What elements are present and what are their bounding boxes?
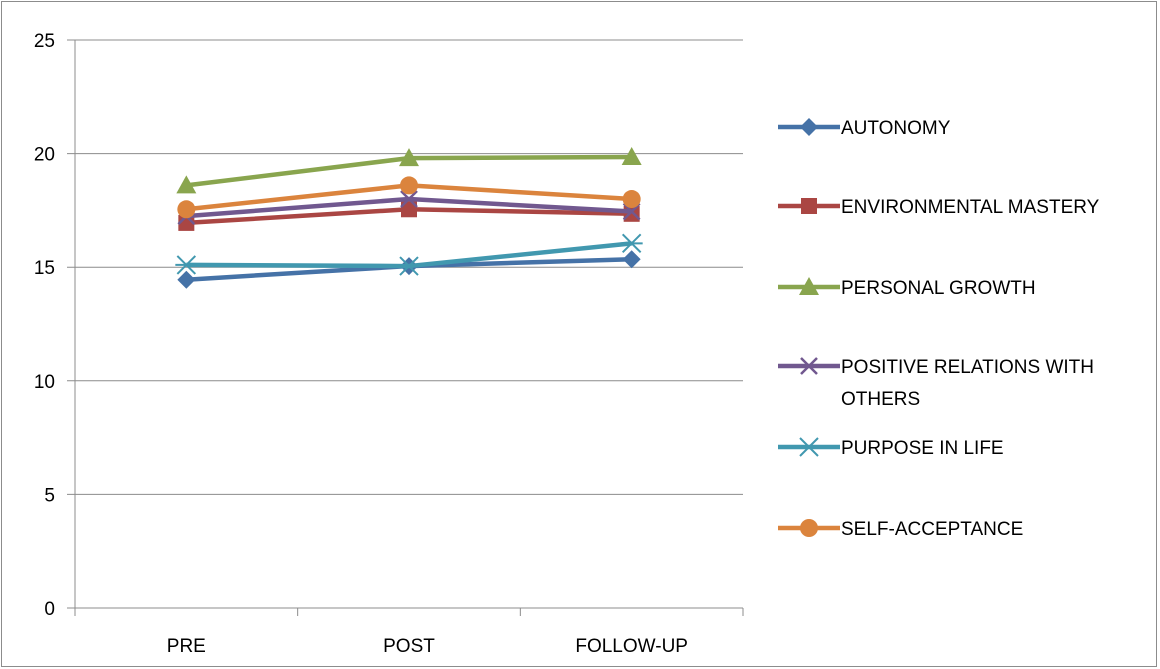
data-point	[175, 255, 198, 275]
data-point	[176, 175, 197, 194]
y-tick-label: 0	[44, 599, 55, 620]
data-point	[623, 205, 640, 222]
legend-label: POSITIVE RELATIONS WITH	[841, 357, 1094, 378]
legend-marker	[801, 198, 817, 214]
x-tick-label: POST	[383, 636, 435, 657]
legend-label: PURPOSE IN LIFE	[841, 438, 1004, 459]
legend-label: ENVIRONMENTAL MASTERY	[841, 197, 1100, 218]
x-tick-label: FOLLOW-UP	[575, 636, 688, 657]
legend-marker	[798, 437, 820, 457]
data-point	[399, 148, 419, 167]
data-point	[400, 176, 418, 195]
legend-label: AUTONOMY	[841, 118, 951, 139]
x-tick-label: PRE	[167, 636, 206, 657]
legend-label: OTHERS	[841, 389, 920, 410]
y-tick-label: 15	[34, 258, 55, 279]
data-point	[398, 256, 420, 276]
data-point	[177, 200, 196, 219]
legend-label: PERSONAL GROWTH	[841, 278, 1036, 299]
legend-marker	[800, 118, 818, 136]
legend-marker	[800, 519, 818, 537]
data-point	[400, 190, 418, 208]
data-point	[621, 147, 642, 166]
y-tick-label: 5	[44, 485, 55, 506]
y-tick-label: 10	[34, 372, 55, 393]
data-point	[401, 201, 417, 218]
y-tick-label: 20	[34, 145, 55, 166]
legend-marker	[800, 357, 818, 375]
legend-marker	[799, 277, 819, 295]
data-point	[177, 270, 196, 289]
data-point	[620, 233, 643, 254]
data-point	[622, 190, 641, 209]
y-tick-label: 25	[34, 31, 55, 52]
legend-label: SELF-ACCEPTANCE	[841, 519, 1023, 540]
data-point	[622, 250, 641, 269]
